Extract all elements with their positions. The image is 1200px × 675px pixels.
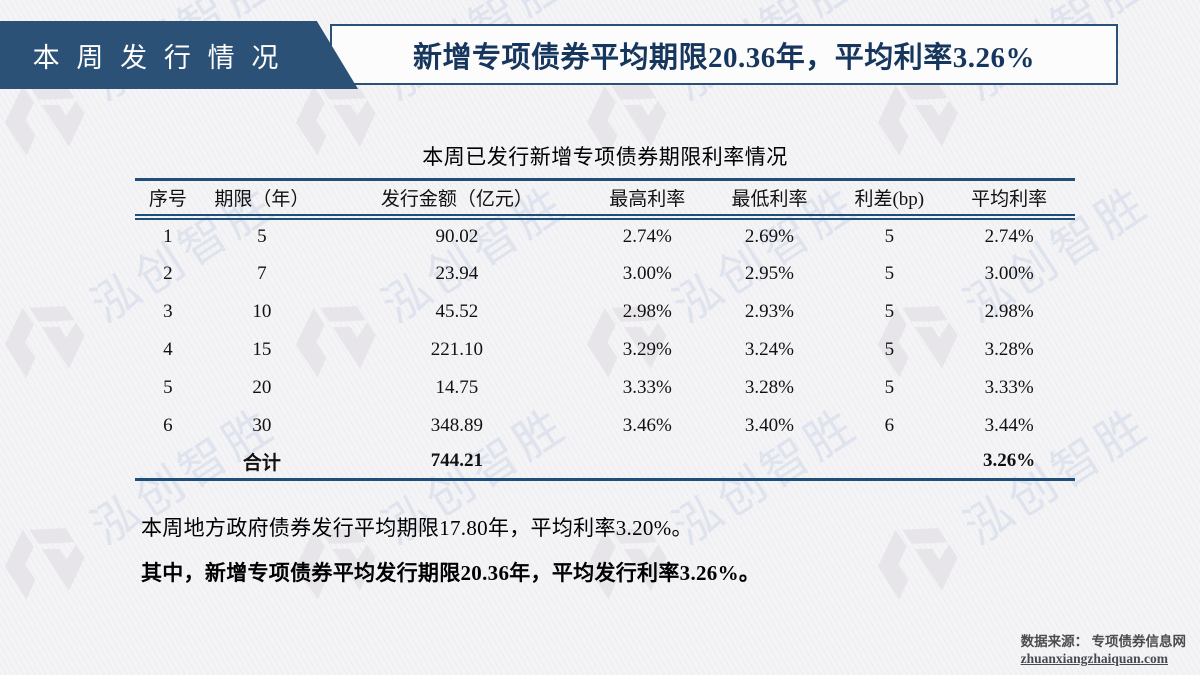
table-cell: 5 xyxy=(884,262,895,284)
table-cell xyxy=(704,445,836,480)
section-tab-label: 本 周 发 行 情 况 xyxy=(32,42,284,73)
table-cell: 3.40% xyxy=(744,414,794,436)
table-cell: 14.75 xyxy=(435,376,479,398)
table-row: 4 15 221.10 3.29% 3.24% 5 3.28% xyxy=(135,331,1075,369)
table-cell: 30 xyxy=(252,414,272,436)
table-cell: 20 xyxy=(252,376,272,398)
table-cell: 3.46% xyxy=(622,414,672,436)
table-cell: 2.69% xyxy=(744,226,794,247)
table-cell: 90.02 xyxy=(435,226,479,247)
table-cell: 2.74% xyxy=(984,226,1034,247)
table-title: 本周已发行新增专项债券期限利率情况 xyxy=(422,145,788,169)
table-cell: 3.33% xyxy=(622,376,672,398)
table-cell: 5 xyxy=(163,376,173,398)
table-cell xyxy=(591,445,704,480)
table-cell xyxy=(835,445,943,480)
table-total-row: 合计 744.21 3.26% xyxy=(135,445,1075,480)
table-row: 5 20 14.75 3.33% 3.28% 5 3.33% xyxy=(135,369,1075,407)
table-cell: 2.95% xyxy=(744,262,794,284)
table-cell: 3 xyxy=(163,300,173,322)
column-header: 最低利率 xyxy=(703,179,836,220)
table-cell: 221.10 xyxy=(430,338,484,360)
table-cell: 5 xyxy=(884,226,895,247)
table-cell xyxy=(135,445,201,480)
table-cell: 3.00% xyxy=(984,262,1034,284)
table-cell: 2.98% xyxy=(622,300,672,322)
table-header-row: 序号 期限（年） 发行金额（亿元） 最高利率 最低利率 利差(bp) 平均利率 xyxy=(135,179,1075,220)
data-source: 数据来源： 专项债券信息网 zhuanxiangzhaiquan.com xyxy=(1021,633,1186,668)
table-cell: 744.21 xyxy=(430,450,484,472)
table-cell: 7 xyxy=(257,262,267,284)
column-header: 序号 xyxy=(135,179,201,220)
table-cell: 2.74% xyxy=(622,226,672,247)
table-cell: 3.28% xyxy=(744,376,794,398)
table-cell: 5 xyxy=(884,338,895,360)
rate-table-section: 本周已发行新增专项债券期限利率情况 序号 期限（年） 发行金额（亿元） 最高利率 最低利… xyxy=(135,141,1075,481)
table-cell: 6 xyxy=(884,414,895,436)
table-cell: 合计 xyxy=(242,452,281,474)
column-header: 平均利率 xyxy=(943,179,1075,220)
section-tab: 本 周 发 行 情 况 xyxy=(0,21,358,89)
note-average-special: 其中，新增专项债券平均发行期限20.36年，平均发行利率3.26%。 xyxy=(141,561,761,585)
table-cell: 23.94 xyxy=(435,262,479,284)
table-cell: 348.89 xyxy=(430,414,484,436)
data-source-link[interactable]: zhuanxiangzhaiquan.com xyxy=(1020,651,1169,667)
table-cell: 15 xyxy=(252,338,272,360)
column-header: 期限（年） xyxy=(200,179,323,220)
table-cell: 3.26% xyxy=(983,450,1036,472)
table-cell: 3.33% xyxy=(984,376,1034,398)
table-cell: 5 xyxy=(884,300,895,322)
table-cell: 10 xyxy=(252,300,272,322)
data-source-label: 数据来源： 专项债券信息网 xyxy=(1020,633,1186,649)
headline-box: 新增专项债券平均期限20.36年，平均利率3.26% xyxy=(330,24,1118,85)
table-cell: 4 xyxy=(163,338,173,360)
table-cell: 2.98% xyxy=(984,300,1034,322)
table-row: 2 7 23.94 3.00% 2.95% 5 3.00% xyxy=(135,255,1075,293)
table-cell: 5 xyxy=(257,226,267,247)
note-average-all: 本周地方政府债券发行平均期限17.80年，平均利率3.20%。 xyxy=(141,516,693,540)
table-cell: 3.29% xyxy=(622,338,672,360)
rate-table: 序号 期限（年） 发行金额（亿元） 最高利率 最低利率 利差(bp) 平均利率 1 5 90.0… xyxy=(135,178,1075,481)
table-cell: 2 xyxy=(163,262,173,284)
column-header: 利差(bp) xyxy=(835,179,944,220)
table-cell: 1 xyxy=(163,226,173,247)
headline-text: 新增专项债券平均期限20.36年，平均利率3.26% xyxy=(412,41,1035,74)
column-header: 最高利率 xyxy=(590,179,704,220)
table-cell: 3.44% xyxy=(984,414,1034,436)
table-cell: 2.93% xyxy=(744,300,794,322)
table-cell: 3.28% xyxy=(984,338,1034,360)
table-row: 1 5 90.02 2.74% 2.69% 5 2.74% xyxy=(135,217,1075,255)
table-body: 1 5 90.02 2.74% 2.69% 5 2.74% 2 7 23.94 3.00% 2.95%… xyxy=(135,217,1075,480)
table-cell: 3.24% xyxy=(744,338,794,360)
table-row: 3 10 45.52 2.98% 2.93% 5 2.98% xyxy=(135,293,1075,331)
table-cell: 6 xyxy=(163,414,173,436)
table-cell: 5 xyxy=(884,376,895,398)
column-header: 发行金额（亿元） xyxy=(322,179,591,220)
table-cell: 45.52 xyxy=(435,300,479,322)
table-cell: 3.00% xyxy=(622,262,672,284)
table-row: 6 30 348.89 3.46% 3.40% 6 3.44% xyxy=(135,407,1075,445)
